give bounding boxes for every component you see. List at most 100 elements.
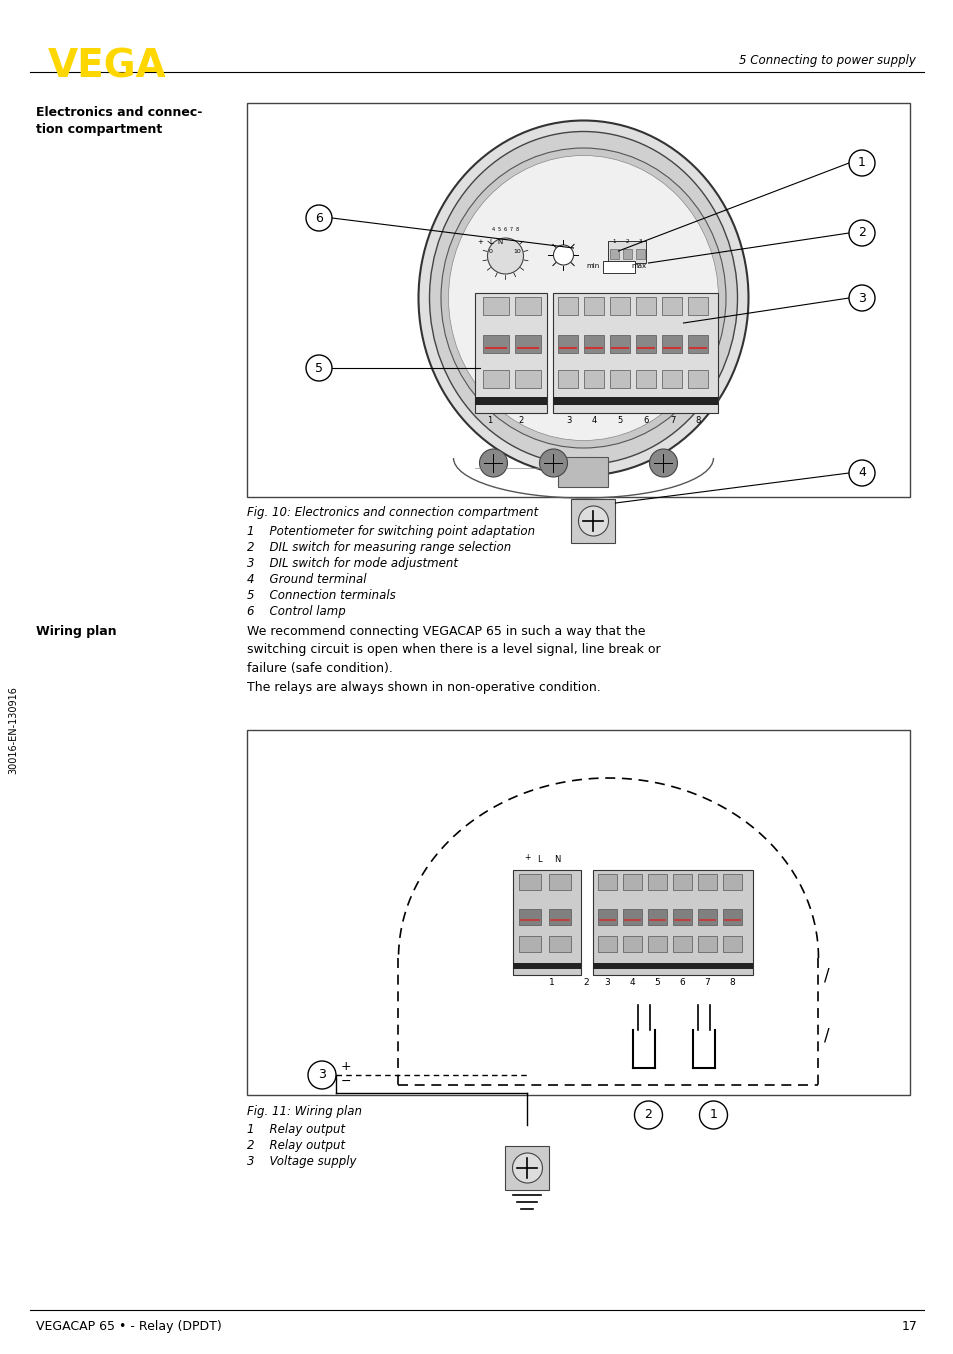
Bar bbox=[553, 292, 718, 413]
Bar bbox=[688, 370, 708, 389]
Bar bbox=[483, 334, 509, 353]
Bar bbox=[584, 370, 604, 389]
Bar bbox=[549, 873, 571, 890]
Text: 6: 6 bbox=[503, 227, 507, 232]
Bar bbox=[661, 334, 681, 353]
Bar bbox=[505, 1145, 549, 1190]
Circle shape bbox=[848, 460, 874, 486]
Circle shape bbox=[848, 219, 874, 246]
Text: −: − bbox=[340, 1075, 351, 1089]
Bar bbox=[661, 370, 681, 389]
Text: 4: 4 bbox=[591, 416, 597, 425]
Text: +: + bbox=[524, 853, 530, 862]
Bar bbox=[515, 370, 541, 389]
Text: N: N bbox=[497, 240, 502, 245]
Bar bbox=[247, 103, 909, 497]
Bar bbox=[475, 397, 547, 405]
Circle shape bbox=[553, 245, 573, 265]
Bar bbox=[698, 909, 717, 925]
Circle shape bbox=[306, 204, 332, 232]
Text: 2: 2 bbox=[644, 1109, 652, 1121]
Bar bbox=[610, 249, 618, 259]
Text: L: L bbox=[537, 854, 541, 864]
Text: 1: 1 bbox=[612, 240, 616, 244]
Text: 2: 2 bbox=[625, 240, 629, 244]
Circle shape bbox=[699, 1101, 727, 1129]
Text: 5 Connecting to power supply: 5 Connecting to power supply bbox=[739, 54, 915, 66]
Ellipse shape bbox=[440, 148, 725, 448]
Bar bbox=[519, 909, 541, 925]
Ellipse shape bbox=[448, 156, 718, 440]
Bar bbox=[603, 261, 635, 274]
Circle shape bbox=[848, 284, 874, 311]
Bar bbox=[608, 241, 646, 263]
Bar bbox=[247, 730, 909, 1095]
Text: 6: 6 bbox=[314, 211, 323, 225]
Bar bbox=[722, 873, 741, 890]
Bar bbox=[623, 909, 641, 925]
Bar bbox=[558, 297, 578, 315]
Text: 7: 7 bbox=[704, 978, 710, 987]
Text: 3    Voltage supply: 3 Voltage supply bbox=[247, 1155, 356, 1169]
Bar bbox=[688, 297, 708, 315]
Bar bbox=[636, 370, 656, 389]
Text: 1: 1 bbox=[857, 157, 865, 169]
Text: max: max bbox=[630, 263, 645, 269]
Bar bbox=[598, 909, 617, 925]
Text: 4: 4 bbox=[629, 978, 635, 987]
Text: 5: 5 bbox=[314, 362, 323, 375]
Bar bbox=[558, 458, 608, 487]
Text: VEGA: VEGA bbox=[48, 47, 167, 87]
Text: 6: 6 bbox=[643, 416, 648, 425]
Bar bbox=[623, 936, 641, 952]
Circle shape bbox=[306, 355, 332, 380]
Bar bbox=[673, 909, 692, 925]
Circle shape bbox=[487, 238, 523, 274]
Text: L: L bbox=[489, 240, 493, 245]
Bar bbox=[558, 334, 578, 353]
Bar bbox=[553, 397, 718, 405]
Text: Wiring plan: Wiring plan bbox=[36, 626, 116, 638]
Text: 7: 7 bbox=[669, 416, 675, 425]
Text: 1: 1 bbox=[486, 416, 492, 425]
Text: 1: 1 bbox=[548, 978, 554, 987]
Text: 1: 1 bbox=[709, 1109, 717, 1121]
Bar bbox=[571, 500, 615, 543]
Text: 8: 8 bbox=[729, 978, 735, 987]
Bar bbox=[598, 873, 617, 890]
Circle shape bbox=[848, 150, 874, 176]
Bar bbox=[698, 936, 717, 952]
Text: 2: 2 bbox=[518, 416, 523, 425]
Bar bbox=[610, 370, 630, 389]
Text: Electronics and connec-
tion compartment: Electronics and connec- tion compartment bbox=[36, 106, 202, 135]
Bar bbox=[673, 936, 692, 952]
Ellipse shape bbox=[429, 131, 737, 464]
Text: 3: 3 bbox=[565, 416, 571, 425]
Text: +: + bbox=[477, 240, 483, 245]
Bar bbox=[549, 909, 571, 925]
Bar bbox=[648, 873, 667, 890]
Text: 5: 5 bbox=[497, 227, 500, 232]
Text: 6    Control lamp: 6 Control lamp bbox=[247, 605, 345, 617]
Bar bbox=[688, 334, 708, 353]
Bar bbox=[584, 297, 604, 315]
Text: min: min bbox=[586, 263, 599, 269]
Text: 7: 7 bbox=[510, 227, 513, 232]
Bar bbox=[519, 873, 541, 890]
Text: Fig. 10: Electronics and connection compartment: Fig. 10: Electronics and connection comp… bbox=[247, 506, 537, 519]
Bar bbox=[722, 936, 741, 952]
Bar bbox=[673, 873, 692, 890]
Bar bbox=[558, 370, 578, 389]
Bar bbox=[636, 297, 656, 315]
Text: 4: 4 bbox=[857, 467, 865, 479]
Text: 3    DIL switch for mode adjustment: 3 DIL switch for mode adjustment bbox=[247, 556, 457, 570]
Text: 2: 2 bbox=[857, 226, 865, 240]
Bar bbox=[623, 249, 632, 259]
Bar bbox=[661, 297, 681, 315]
Circle shape bbox=[539, 450, 567, 477]
Text: /: / bbox=[822, 1026, 828, 1044]
Text: 4: 4 bbox=[492, 227, 495, 232]
Bar bbox=[513, 871, 581, 975]
Bar bbox=[475, 292, 547, 413]
Bar bbox=[519, 936, 541, 952]
